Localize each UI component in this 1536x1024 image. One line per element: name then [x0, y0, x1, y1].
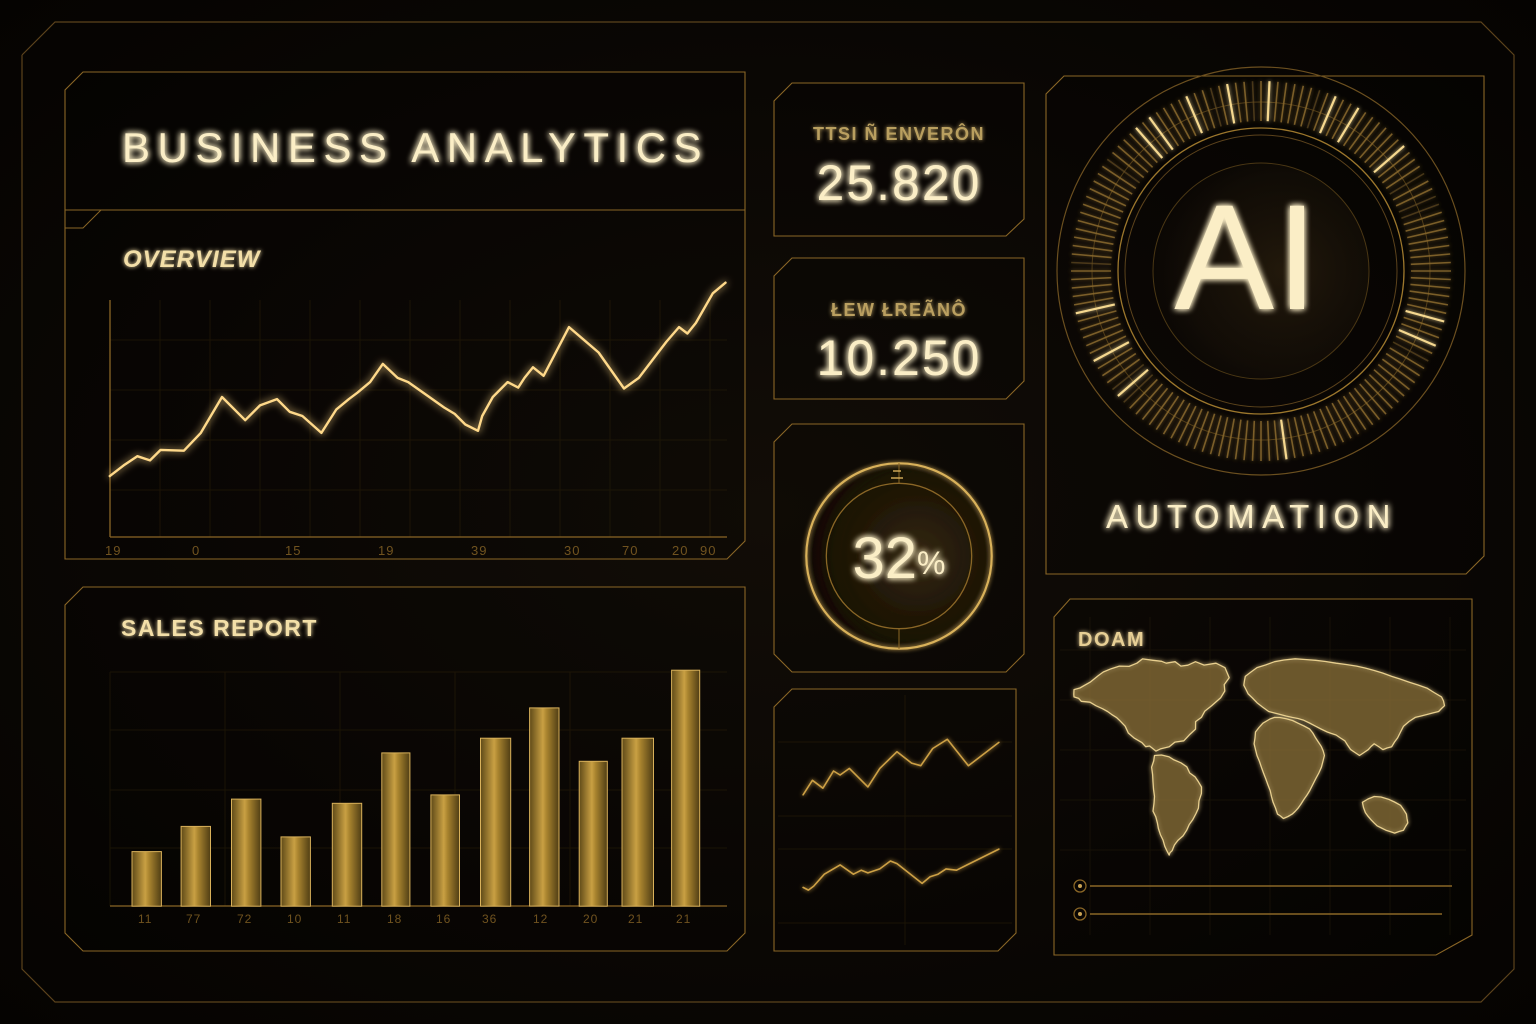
- svg-text:77: 77: [186, 912, 201, 926]
- svg-text:12: 12: [533, 912, 548, 926]
- svg-text:0: 0: [192, 543, 200, 558]
- svg-text:OVERVIEW: OVERVIEW: [123, 246, 262, 273]
- svg-text:SALES REPORT: SALES REPORT: [121, 615, 318, 641]
- svg-text:BUSINESS ANALYTICS: BUSINESS ANALYTICS: [122, 124, 709, 171]
- svg-text:21: 21: [628, 912, 643, 926]
- svg-text:20: 20: [583, 912, 598, 926]
- svg-text:25.820: 25.820: [817, 155, 982, 211]
- svg-text:36: 36: [482, 912, 497, 926]
- svg-text:70: 70: [622, 543, 638, 558]
- svg-text:15: 15: [285, 543, 301, 558]
- svg-text:72: 72: [237, 912, 252, 926]
- svg-text:16: 16: [436, 912, 451, 926]
- svg-text:30: 30: [564, 543, 580, 558]
- svg-text:21: 21: [676, 912, 691, 926]
- svg-text:18: 18: [387, 912, 402, 926]
- svg-text:DOAM: DOAM: [1078, 629, 1145, 651]
- svg-text:10.250: 10.250: [817, 330, 982, 386]
- svg-text:11: 11: [138, 912, 152, 926]
- svg-text:10: 10: [287, 912, 302, 926]
- svg-text:11: 11: [337, 912, 351, 926]
- svg-text:TTSI Ñ ENVERÔN: TTSI Ñ ENVERÔN: [813, 123, 985, 144]
- svg-text:19: 19: [378, 543, 394, 558]
- svg-text:39: 39: [471, 543, 487, 558]
- svg-text:20: 20: [672, 543, 688, 558]
- svg-text:19: 19: [105, 543, 121, 558]
- svg-text:AI: AI: [1174, 173, 1320, 341]
- svg-text:AUTOMATION: AUTOMATION: [1106, 498, 1398, 535]
- svg-text:90: 90: [700, 543, 716, 558]
- svg-text:ŁEW ŁREÃNÔ: ŁEW ŁREÃNÔ: [831, 299, 967, 320]
